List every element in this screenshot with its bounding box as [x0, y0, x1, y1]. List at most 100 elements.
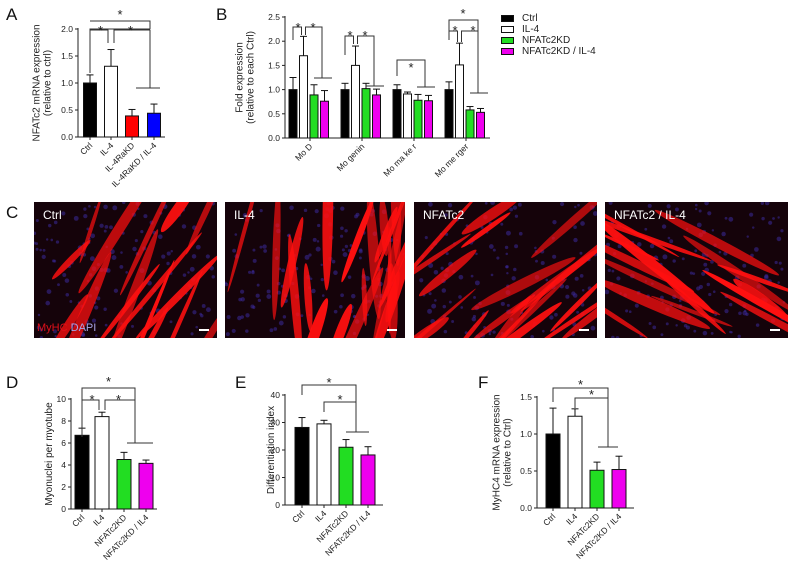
legend-item: IL-4: [501, 24, 596, 35]
panel-letter-b: B: [216, 5, 228, 24]
y-tick-label: 0.5: [61, 105, 73, 115]
micrograph-image: [605, 202, 788, 338]
significance-star: *: [408, 60, 413, 75]
y-tick-label: 0.0: [61, 132, 73, 142]
y-axis-label: Differentiation index: [266, 406, 277, 494]
y-tick-label: 1.5: [61, 51, 73, 61]
significance-star: *: [589, 387, 594, 402]
significance-star: *: [347, 28, 352, 43]
y-tick-label: 2: [61, 482, 66, 492]
y-tick-label: 0.0: [520, 503, 532, 513]
significance-star: *: [452, 23, 457, 38]
significance-star: *: [106, 374, 111, 389]
micrograph-label: Ctrl: [43, 208, 62, 222]
micrograph-label: NFATc2: [423, 208, 465, 222]
scale-bar: [579, 329, 589, 331]
significance-star: *: [337, 392, 342, 407]
bar: [567, 415, 583, 509]
legend-label: IL-4: [522, 24, 540, 35]
y-tick-label: 2.5: [268, 12, 280, 22]
legend-label: NFATc2KD / IL-4: [522, 46, 596, 57]
y-tick-label: 1.5: [268, 60, 280, 70]
stain-dapi: DAPI: [70, 322, 97, 334]
legend-item: NFATc2KD: [501, 35, 596, 46]
y-tick-label: 10: [271, 473, 281, 483]
significance-star: *: [470, 23, 475, 38]
significance-star: *: [128, 23, 133, 38]
bar: [545, 433, 561, 509]
significance-star: *: [295, 20, 300, 35]
micrograph-image: [225, 202, 405, 338]
y-axis-label: MyHC4 mRNA expression: [492, 394, 503, 510]
panel-letter-d: D: [6, 373, 19, 392]
y-tick-label: 6: [61, 438, 66, 448]
micrograph-image: [34, 202, 217, 338]
y-tick-label: 0: [275, 500, 280, 510]
chart-legend: Ctrl IL-4 NFATc2KD NFATc2KD / IL-4: [501, 13, 596, 57]
significance-star: *: [326, 375, 331, 390]
scale-bar: [770, 329, 780, 331]
y-tick-label: 1.0: [61, 78, 73, 88]
significance-star: *: [460, 6, 465, 21]
y-axis-label: NFATc2 mRNA expression: [32, 24, 43, 141]
scale-bar: [387, 329, 397, 331]
micrograph-ctrl: Ctrl MyHC DAPI: [34, 202, 217, 338]
y-axis-label: (relative to ctrl): [43, 50, 54, 116]
legend-swatch-nfatc2kd-il4: [501, 48, 514, 55]
panel-letter-c: C: [6, 203, 19, 222]
y-tick-label: 1.5: [520, 392, 532, 402]
panel-letter-a: A: [6, 5, 18, 24]
micrograph-label: NFATc2 / IL-4: [614, 208, 686, 222]
x-tick-label: Ctrl: [541, 511, 557, 527]
legend-swatch-nfatc2kd: [501, 37, 514, 44]
legend-item: Ctrl: [501, 13, 596, 24]
y-tick-label: 30: [271, 418, 281, 428]
micrograph-nfatc2: NFATc2: [414, 202, 597, 338]
y-tick-label: 40: [271, 390, 281, 400]
y-axis-label: Fold expression: [235, 42, 246, 113]
legend-item: NFATc2KD / IL-4: [501, 46, 596, 57]
micrograph-il4: IL-4: [225, 202, 405, 338]
significance-star: *: [116, 392, 121, 407]
y-tick-label: 0.5: [520, 466, 532, 476]
y-axis-label: (relative to each Ctrl): [246, 31, 257, 124]
x-tick-label: IL4: [564, 511, 580, 527]
y-tick-label: 0.5: [268, 109, 280, 119]
panel-letter-e: E: [235, 373, 247, 392]
micrograph-nfatc2-il4: NFATc2 / IL-4: [605, 202, 788, 338]
y-tick-label: 10: [57, 394, 67, 404]
y-tick-label: 0: [61, 504, 66, 514]
scale-bar: [199, 329, 209, 331]
y-tick-label: 2.0: [268, 36, 280, 46]
significance-star: *: [89, 392, 94, 407]
bar: [589, 469, 605, 509]
significance-star: *: [310, 20, 315, 35]
y-tick-label: 4: [61, 460, 66, 470]
stain-legend: MyHC DAPI: [37, 322, 96, 334]
legend-label: NFATc2KD: [522, 35, 571, 46]
legend-label: Ctrl: [522, 13, 538, 24]
stain-myhc: MyHC: [37, 322, 68, 334]
y-axis-label: Myonuclei per myotube: [44, 402, 55, 506]
bar: [611, 469, 627, 509]
y-axis-label: (relative to Ctrl): [503, 418, 514, 486]
significance-star: *: [362, 28, 367, 43]
significance-star: *: [117, 7, 122, 22]
legend-swatch-il4: [501, 26, 514, 33]
y-tick-label: 2.0: [61, 24, 73, 34]
y-tick-label: 20: [271, 445, 281, 455]
micrograph-image: [414, 202, 597, 338]
y-tick-label: 8: [61, 416, 66, 426]
legend-swatch-ctrl: [501, 15, 514, 22]
y-tick-label: 0.0: [268, 133, 280, 143]
significance-star: *: [98, 23, 103, 38]
significance-star: *: [578, 377, 583, 392]
panel-letter-f: F: [478, 373, 489, 392]
micrograph-label: IL-4: [234, 208, 255, 222]
y-tick-label: 1.0: [520, 429, 532, 439]
